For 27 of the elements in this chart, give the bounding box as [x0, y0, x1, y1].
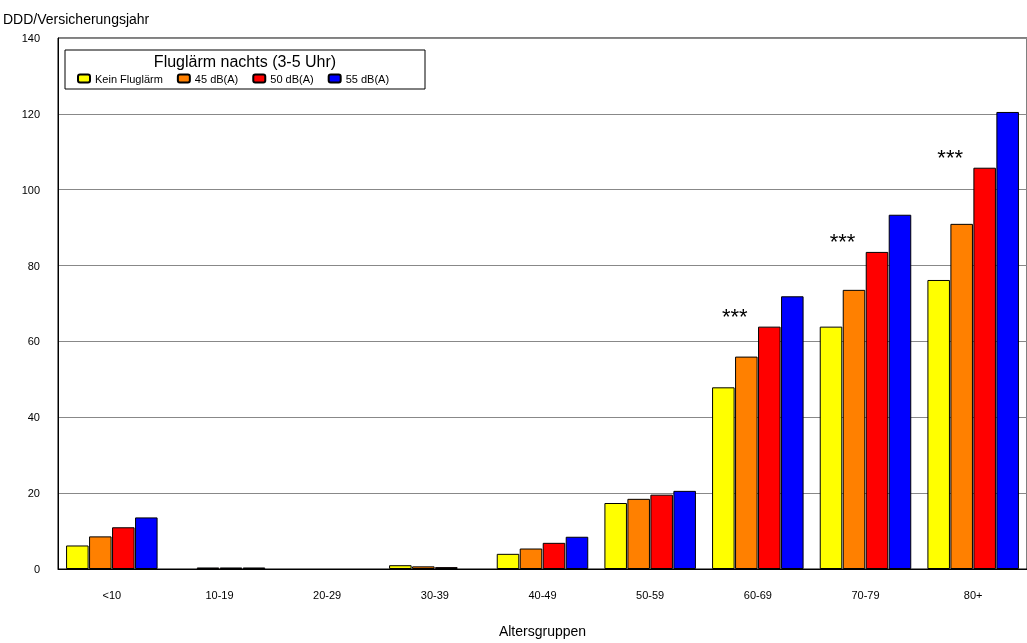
- annotation: ***: [829, 229, 856, 255]
- x-tick-label: 50-59: [636, 588, 665, 601]
- y-tick-label: 140: [21, 32, 40, 44]
- legend-label: 45 dB(A): [194, 72, 239, 85]
- x-tick-label: 60-69: [743, 588, 772, 601]
- x-tick-label: 20-29: [313, 588, 342, 601]
- y-tick-label: 20: [27, 487, 40, 500]
- y-tick-label: 40: [27, 411, 40, 424]
- y-tick-label: 100: [21, 183, 40, 196]
- legend-label: 55 dB(A): [345, 72, 390, 85]
- y-tick-label: 60: [27, 335, 40, 348]
- legend-label: 50 dB(A): [270, 72, 314, 85]
- x-axis-title: Altersgruppen: [498, 623, 587, 639]
- legend-title: Fluglärm nachts (3-5 Uhr): [153, 52, 337, 70]
- x-tick-label: 80+: [963, 588, 983, 601]
- annotation: ***: [937, 145, 964, 171]
- x-tick-label: 30-39: [420, 588, 449, 601]
- y-tick-label: 0: [33, 563, 40, 575]
- legend-label: Kein Fluglärm: [95, 72, 163, 85]
- annotation: ***: [721, 304, 749, 330]
- x-tick-label: 40-49: [528, 588, 557, 601]
- y-tick-label: 120: [21, 107, 40, 120]
- y-axis-title: DDD/Versicherungsjahr: [3, 11, 150, 27]
- x-tick-label: <10: [102, 588, 122, 601]
- x-tick-label: 10-19: [205, 588, 234, 601]
- x-tick-label: 70-79: [851, 588, 880, 601]
- y-tick-label: 80: [27, 259, 40, 272]
